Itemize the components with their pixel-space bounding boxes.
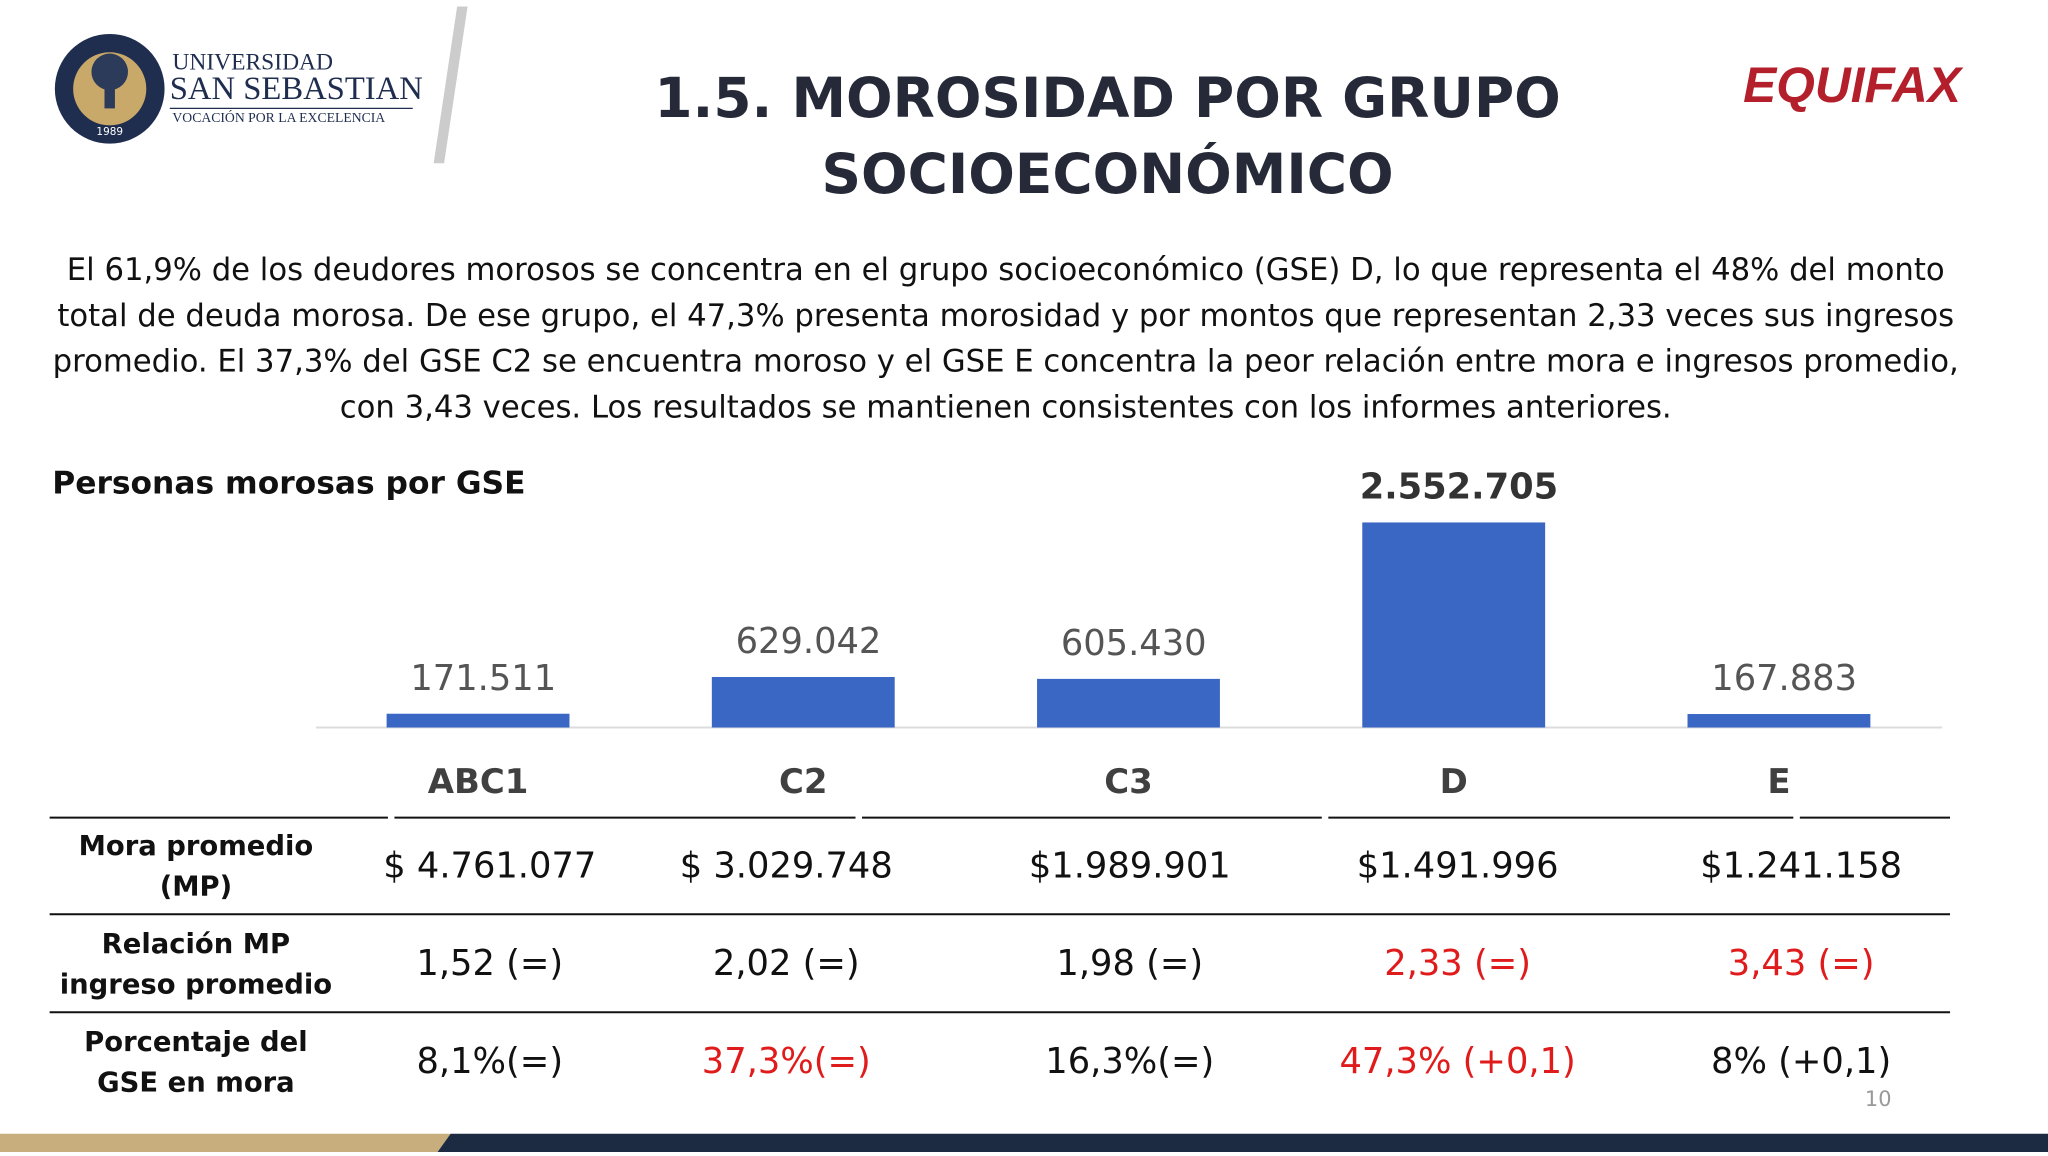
bar <box>1687 714 1871 728</box>
table-cell: $1.241.158 <box>1700 845 1902 886</box>
table-cell: 1,52 (=) <box>416 943 563 984</box>
bar <box>386 713 570 728</box>
table-cell: $1.989.901 <box>1029 845 1231 886</box>
footer-gold <box>0 1133 451 1152</box>
paragraph-line: El 61,9% de los deudores morosos se conc… <box>67 253 1945 288</box>
logo-tree-top <box>91 53 128 91</box>
row-label: ingreso promedio <box>60 970 332 1001</box>
table-cell: 8% (+0,1) <box>1711 1041 1891 1082</box>
table-cell: 16,3%(=) <box>1045 1041 1214 1082</box>
paragraph-line: con 3,43 veces. Los resultados se mantie… <box>340 390 1672 425</box>
logo-text: UNIVERSIDAD <box>172 49 333 75</box>
x-tick-label: E <box>1767 762 1790 802</box>
footer-navy <box>437 1133 2048 1152</box>
bar <box>1362 522 1546 728</box>
row-label: Relación MP <box>102 929 290 960</box>
table: Mora promedio (MP) $ 4.761.077 $ 3.029.748 $… <box>49 816 1951 1099</box>
paragraph-line: total de deuda morosa. De ese grupo, el … <box>57 299 1954 334</box>
paragraph-line: promedio. El 37,3% del GSE C2 se encuent… <box>53 345 1959 380</box>
table-cell: $ 4.761.077 <box>383 845 596 886</box>
row-label: GSE en mora <box>97 1068 295 1099</box>
logo-text: SAN SEBASTIAN <box>170 71 423 107</box>
chart: 171.511 ABC1 629.042 C2 605.430 C3 2.552.705 D 1… <box>386 466 1871 802</box>
bar <box>711 676 895 728</box>
logo: 1989 UNIVERSIDAD SAN SEBASTIAN VOCACIÓN … <box>54 33 423 144</box>
table-cell: 2,33 (=) <box>1384 943 1531 984</box>
table-cell: $ 3.029.748 <box>680 845 893 886</box>
paragraph: El 61,9% de los deudores morosos se conc… <box>53 253 1959 425</box>
title-line: 1.5. MOROSIDAD POR GRUPO <box>654 66 1560 130</box>
table-cell: 1,98 (=) <box>1056 943 1203 984</box>
row-label: (MP) <box>160 872 232 903</box>
table-cell: 3,43 (=) <box>1728 943 1875 984</box>
row-label: Porcentaje del <box>84 1027 308 1058</box>
table-cell: 2,02 (=) <box>713 943 860 984</box>
bar <box>1037 678 1220 728</box>
value-label: 167.883 <box>1711 658 1857 699</box>
value-label: 171.511 <box>410 658 556 699</box>
row-label: Mora promedio <box>79 831 314 862</box>
brand-logo: EQUIFAX <box>1743 57 1964 113</box>
chart-title: Personas morosas por GSE <box>52 466 525 502</box>
x-tick-label: C2 <box>779 762 828 802</box>
table-cell: 37,3%(=) <box>702 1041 871 1082</box>
table-cell: 47,3% (+0,1) <box>1339 1041 1575 1082</box>
table-cell: $1.491.996 <box>1357 845 1559 886</box>
logo-text: VOCACIÓN POR LA EXCELENCIA <box>172 109 385 125</box>
title-line: SOCIOECONÓMICO <box>822 142 1394 206</box>
x-tick-label: C3 <box>1104 762 1153 802</box>
value-label: 629.042 <box>736 621 882 662</box>
divider <box>433 6 468 164</box>
table-cell: 8,1%(=) <box>416 1041 563 1082</box>
x-tick-label: ABC1 <box>428 762 529 802</box>
x-tick-label: D <box>1440 762 1468 802</box>
value-label: 2.552.705 <box>1360 466 1558 507</box>
page-number: 10 <box>1865 1087 1892 1111</box>
title: 1.5. MOROSIDAD POR GRUPO SOCIOECONÓMICO <box>654 66 1560 206</box>
logo-year: 1989 <box>96 126 123 138</box>
value-label: 605.430 <box>1061 623 1207 664</box>
